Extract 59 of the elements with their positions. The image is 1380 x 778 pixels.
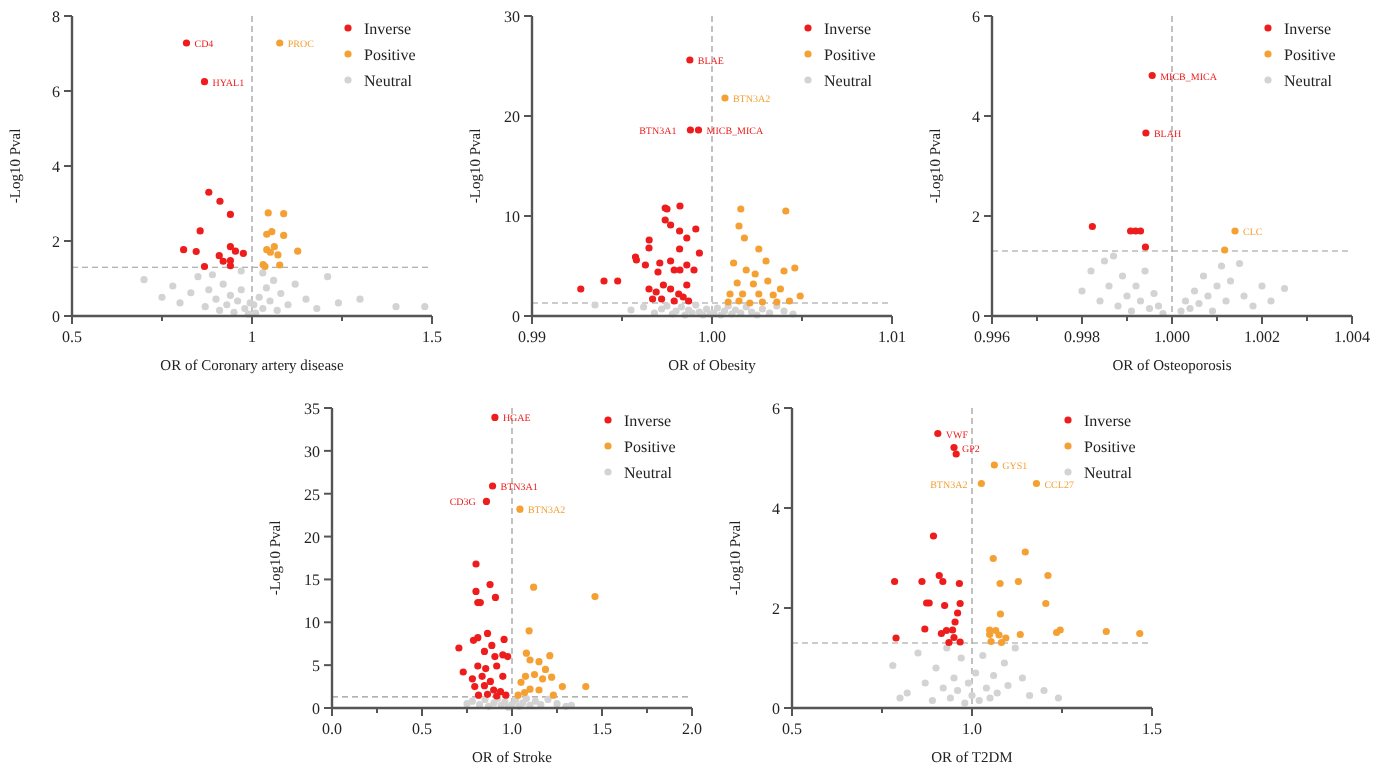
x-tick-label: 1.0 (502, 720, 522, 738)
legend-label: Inverse (1284, 20, 1332, 38)
x-tick-label: 0.0 (322, 720, 342, 738)
x-tick-label: 1.00 (698, 328, 726, 346)
x-tick-label: 0.5 (62, 328, 82, 346)
y-tick-label: 6 (772, 400, 780, 418)
x-tick-label: 2.0 (682, 720, 702, 738)
y-tick-label: 35 (304, 400, 320, 418)
y-tick-label: 2 (772, 600, 780, 618)
y-tick-label: 0 (512, 308, 520, 326)
x-tick-label: 1.002 (1244, 328, 1280, 346)
x-tick-label: 0.998 (1064, 328, 1100, 346)
y-tick-label: 20 (304, 528, 320, 547)
y-tick-label: 10 (304, 614, 320, 633)
legend-label: Inverse (824, 20, 872, 38)
x-tick-label: 1.0 (962, 720, 982, 738)
y-tick-label: 0 (972, 308, 980, 326)
y-tick-label: 15 (304, 571, 320, 590)
x-tick-label: 1.5 (592, 720, 612, 738)
y-tick-label: 4 (772, 500, 780, 518)
y-tick-label: 2 (52, 233, 60, 251)
legend-label: Neutral (364, 72, 414, 90)
legend-label: Neutral (824, 72, 874, 90)
legend-label: Positive (364, 46, 417, 64)
y-tick-label: 30 (504, 8, 520, 26)
legend-label: Neutral (1084, 464, 1134, 482)
legend-label: Inverse (364, 20, 412, 38)
legend-label: Positive (1284, 46, 1337, 64)
y-tick-label: 6 (972, 8, 980, 26)
legend-label: Inverse (624, 412, 672, 430)
y-tick-label: 4 (972, 108, 980, 126)
x-tick-label: 0.996 (974, 328, 1010, 346)
y-tick-label: 25 (304, 485, 320, 504)
legend-label: Neutral (624, 464, 674, 482)
y-tick-label: 6 (52, 83, 60, 101)
y-tick-label: 0 (52, 308, 60, 326)
legend-label: Positive (624, 438, 677, 456)
x-tick-label: 0.5 (412, 720, 432, 738)
x-tick-label: 1 (248, 328, 256, 346)
y-tick-label: 5 (312, 657, 320, 676)
x-tick-label: 0.99 (518, 328, 546, 346)
y-tick-label: 0 (312, 700, 320, 718)
x-tick-label: 1.01 (878, 328, 906, 346)
legend-label: Positive (824, 46, 877, 64)
legend-label: Inverse (1084, 412, 1132, 430)
x-tick-label: 1.000 (1154, 328, 1190, 346)
y-tick-label: 8 (52, 8, 60, 26)
legend-label: Neutral (1284, 72, 1334, 90)
y-tick-label: 4 (52, 158, 60, 176)
x-tick-label: 1.004 (1334, 328, 1370, 346)
y-tick-label: 10 (504, 208, 520, 226)
x-tick-label: 0.5 (782, 720, 802, 738)
legend-label: Positive (1084, 438, 1137, 456)
y-tick-label: 0 (772, 700, 780, 718)
y-tick-label: 30 (304, 442, 320, 461)
x-tick-label: 1.5 (1142, 720, 1162, 738)
y-tick-label: 20 (504, 108, 520, 126)
y-tick-label: 2 (972, 208, 980, 226)
x-tick-label: 1.5 (422, 328, 442, 346)
